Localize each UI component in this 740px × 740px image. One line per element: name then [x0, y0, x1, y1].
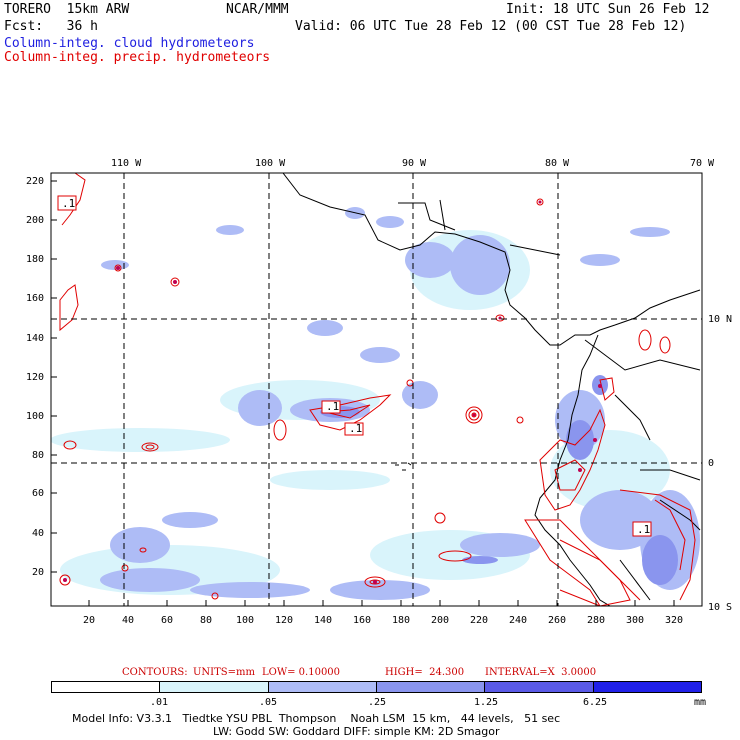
x-tick-label: 140: [314, 615, 333, 626]
colorbar-units: mm: [694, 697, 707, 708]
y-tick-label: 220: [26, 176, 45, 187]
contour-label: .1: [62, 197, 76, 210]
contour-label-boxes: [57, 195, 652, 537]
colorbar-label: .05: [259, 697, 278, 708]
valid-time: Valid: 06 UTC Tue 28 Feb 12 (00 CST Tue …: [295, 19, 687, 34]
precip-contours: [59, 173, 696, 606]
contours-info: CONTOURS:: [122, 667, 188, 678]
x-tick-label: 20: [83, 615, 96, 626]
lon-label: 70 W: [690, 158, 715, 169]
y-tick-label: 100: [26, 411, 45, 422]
lat-label: 0: [708, 458, 715, 469]
contours-units: UNITS=mm: [193, 667, 255, 678]
colorbar-label: .25: [368, 697, 387, 708]
contour-label: .1: [326, 400, 340, 413]
latlon-grid: [51, 173, 702, 606]
organization: NCAR/MMM: [226, 2, 289, 17]
y-tick-label: 140: [26, 333, 45, 344]
colorbar-bin: [160, 682, 269, 692]
colorbar-label: 1.25: [474, 697, 499, 708]
colorbar-bin: [52, 682, 161, 692]
x-tick-label: 200: [431, 615, 450, 626]
x-tick-label: 300: [626, 615, 645, 626]
plot-frame: [50, 172, 703, 607]
x-tick-label: 160: [353, 615, 372, 626]
forecast-hour: Fcst: 36 h: [4, 19, 98, 34]
model-info: Model Info: V3.3.1 Tiedtke YSU PBL Thomp…: [72, 712, 561, 725]
y-tick-label: 180: [26, 254, 45, 265]
y-tick-label: 20: [32, 567, 45, 578]
y-tick-label: 60: [32, 488, 45, 499]
x-tick-label: 180: [392, 615, 411, 626]
field-cloud-label: Column-integ. cloud hydrometeors: [4, 36, 255, 51]
x-tick-label: 240: [509, 615, 528, 626]
colorbar-bin: [268, 682, 377, 692]
model-physics: LW: Godd SW: Goddard DIFF: simple KM: 2D…: [213, 725, 500, 738]
model-title: TORERO 15km ARW: [4, 2, 130, 17]
lon-label: 80 W: [545, 158, 570, 169]
colorbar-bin: [376, 682, 486, 692]
x-tick-label: 220: [470, 615, 489, 626]
colorbar-label: .01: [150, 697, 169, 708]
x-tick-label: 320: [665, 615, 684, 626]
coastlines: [282, 173, 701, 606]
y-tick-label: 40: [32, 528, 45, 539]
x-tick-label: 280: [587, 615, 606, 626]
x-tick-label: 40: [122, 615, 135, 626]
y-tick-label: 200: [26, 215, 45, 226]
y-tick-label: 80: [32, 450, 45, 461]
lon-label: 90 W: [402, 158, 427, 169]
contour-label: .1: [637, 523, 651, 536]
colorbar-bin: [485, 682, 594, 692]
init-time: Init: 18 UTC Sun 26 Feb 12: [506, 2, 710, 17]
x-tick-label: 260: [548, 615, 567, 626]
x-tick-label: 120: [275, 615, 294, 626]
axis-ticks: [51, 180, 675, 606]
contour-label: .1: [349, 422, 363, 435]
colorbar-label: 6.25: [583, 697, 608, 708]
lat-label: 10 N: [708, 314, 733, 325]
y-tick-label: 120: [26, 372, 45, 383]
precip-cores: [63, 200, 602, 584]
x-tick-label: 60: [161, 615, 174, 626]
cloud-medium-areas: [100, 207, 700, 600]
contours-interval: INTERVAL=X 3.0000: [485, 667, 597, 678]
lon-label: 110 W: [111, 158, 142, 169]
colorbar: [51, 681, 702, 693]
x-tick-label: 100: [236, 615, 255, 626]
y-tick-label: 160: [26, 293, 45, 304]
lat-label: 10 S: [708, 602, 733, 613]
colorbar-bin: [593, 682, 701, 692]
field-precip-label: Column-integ. precip. hydrometeors: [4, 50, 271, 65]
x-tick-label: 80: [200, 615, 213, 626]
contours-high: HIGH= 24.300: [385, 667, 465, 678]
lon-label: 100 W: [255, 158, 286, 169]
contours-low: LOW= 0.10000: [262, 667, 341, 678]
